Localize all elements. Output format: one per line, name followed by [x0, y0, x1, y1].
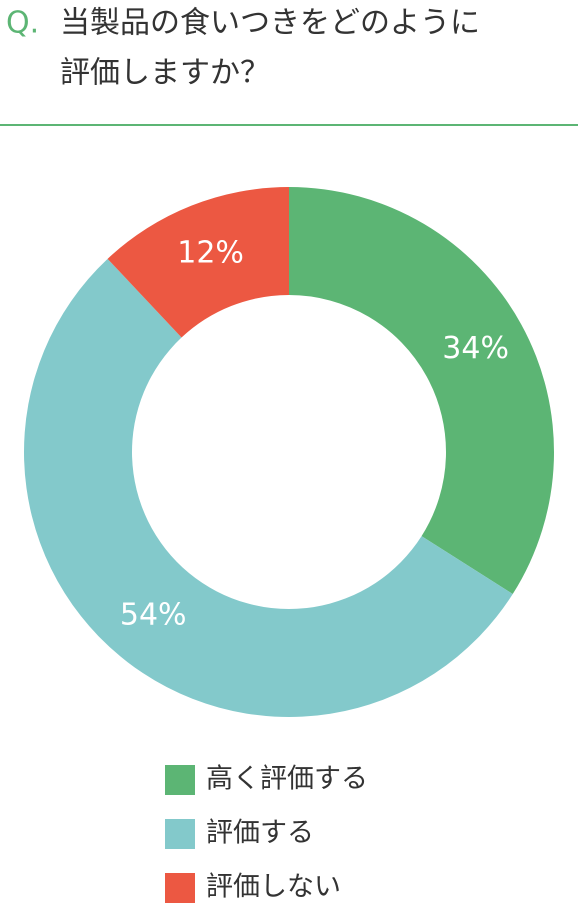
legend-label: 評価する [206, 818, 314, 849]
legend-swatch [165, 873, 195, 903]
donut-slice [289, 187, 554, 594]
data-label: 34% [442, 331, 509, 366]
data-label: 54% [120, 598, 187, 633]
legend-swatch [165, 765, 195, 795]
chart-title: 当製品の食いつきをどのように [60, 6, 480, 41]
legend-label: 高く評価する [206, 764, 368, 795]
data-label: 12% [177, 235, 244, 270]
legend-label: 評価しない [206, 872, 341, 903]
chart-title: 評価しますか？ [60, 56, 270, 91]
title-prefix: Q. [6, 6, 39, 41]
donut-slice [107, 187, 289, 338]
legend-swatch [165, 819, 195, 849]
donut-slice [23, 258, 513, 718]
